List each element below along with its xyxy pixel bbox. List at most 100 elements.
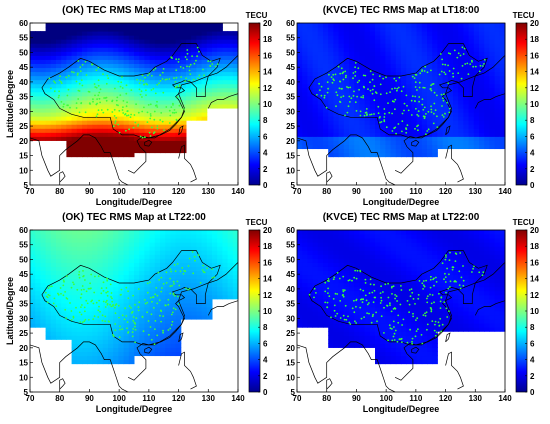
field-cell — [87, 112, 93, 117]
station-marker — [79, 66, 82, 68]
station-marker — [411, 95, 414, 98]
field-cell — [191, 108, 197, 113]
station-marker — [176, 96, 179, 99]
field-cell — [489, 51, 496, 56]
field-cell — [87, 120, 93, 125]
field-cell — [186, 254, 192, 259]
field-cell — [139, 298, 145, 304]
field-cell — [82, 124, 88, 129]
field-cell — [154, 120, 161, 125]
field-cell — [437, 99, 444, 105]
field-cell — [406, 116, 412, 121]
field-cell — [297, 91, 303, 97]
field-cell — [354, 87, 360, 93]
field-cell — [102, 144, 109, 150]
station-marker — [118, 131, 121, 134]
field-cell — [206, 278, 213, 284]
field-cell — [359, 35, 366, 40]
field-cell — [297, 83, 303, 89]
field-cell — [97, 95, 104, 101]
field-cell — [165, 59, 171, 64]
field-cell — [328, 112, 334, 117]
field-cell — [359, 144, 366, 150]
field-cell — [87, 124, 93, 129]
field-cell — [354, 242, 360, 247]
field-cell — [385, 43, 392, 48]
field-cell — [196, 43, 203, 48]
field-cell — [128, 144, 135, 150]
field-cell — [479, 75, 485, 81]
station-marker — [108, 320, 110, 323]
field-cell — [175, 323, 182, 328]
station-marker — [358, 79, 361, 82]
field-cell — [71, 311, 78, 316]
field-cell — [375, 343, 381, 348]
field-cell — [154, 351, 161, 357]
station-marker — [98, 305, 100, 308]
field-cell — [128, 246, 135, 251]
field-cell — [317, 315, 324, 320]
axis-ticks: 70 80 90 100 110 120 130 1405101520253035404550… — [286, 19, 512, 196]
field-cell — [76, 319, 83, 324]
field-cell — [97, 258, 104, 263]
field-cell — [82, 108, 88, 113]
field-cell — [227, 39, 234, 44]
station-marker — [156, 127, 159, 130]
field-cell — [343, 152, 350, 158]
field-cell — [134, 343, 140, 348]
field-cell — [437, 132, 444, 137]
field-cell — [427, 104, 433, 109]
field-cell — [102, 148, 109, 154]
field-cell — [323, 246, 329, 251]
field-cell — [102, 343, 109, 348]
field-cell — [149, 319, 156, 324]
field-cell — [380, 99, 386, 105]
field-cell — [128, 152, 135, 158]
station-marker — [424, 65, 427, 68]
field-cell — [453, 63, 459, 69]
field-cell — [343, 286, 350, 292]
field-cell — [395, 23, 402, 28]
field-cell — [222, 39, 229, 44]
field-cell — [222, 75, 229, 81]
field-cell — [76, 116, 83, 121]
field-cell — [349, 242, 355, 247]
field-cell — [196, 23, 203, 28]
field-cell — [40, 63, 47, 69]
field-cell — [186, 75, 192, 81]
field-cell — [453, 23, 459, 28]
field-cell — [87, 31, 93, 36]
field-cell — [71, 278, 78, 284]
field-cell — [71, 51, 78, 56]
field-cell — [447, 23, 454, 28]
field-cell — [442, 124, 449, 129]
field-cell — [128, 51, 135, 56]
field-cell — [343, 43, 350, 48]
station-marker — [385, 92, 388, 95]
field-cell — [61, 331, 67, 336]
field-cell — [175, 83, 182, 89]
field-cell — [354, 55, 360, 60]
field-cell — [307, 274, 314, 280]
field-cell — [227, 35, 234, 40]
field-cell — [354, 339, 360, 344]
field-cell — [92, 302, 99, 308]
field-cell — [307, 43, 314, 48]
field-cell — [479, 63, 485, 69]
station-marker — [178, 85, 181, 88]
field-cell — [97, 140, 104, 145]
field-cell — [61, 59, 67, 64]
field-cell — [40, 270, 47, 276]
field-cell — [128, 335, 135, 340]
field-cell — [489, 144, 496, 150]
field-cell — [40, 120, 47, 125]
field-cell — [134, 132, 140, 137]
field-cell — [40, 246, 47, 251]
field-cell — [380, 35, 386, 40]
station-marker — [119, 325, 121, 328]
field-cell — [416, 95, 423, 101]
field-cell — [102, 242, 109, 247]
field-cell — [144, 35, 151, 40]
field-cell — [45, 79, 52, 85]
field-cell — [160, 274, 166, 280]
